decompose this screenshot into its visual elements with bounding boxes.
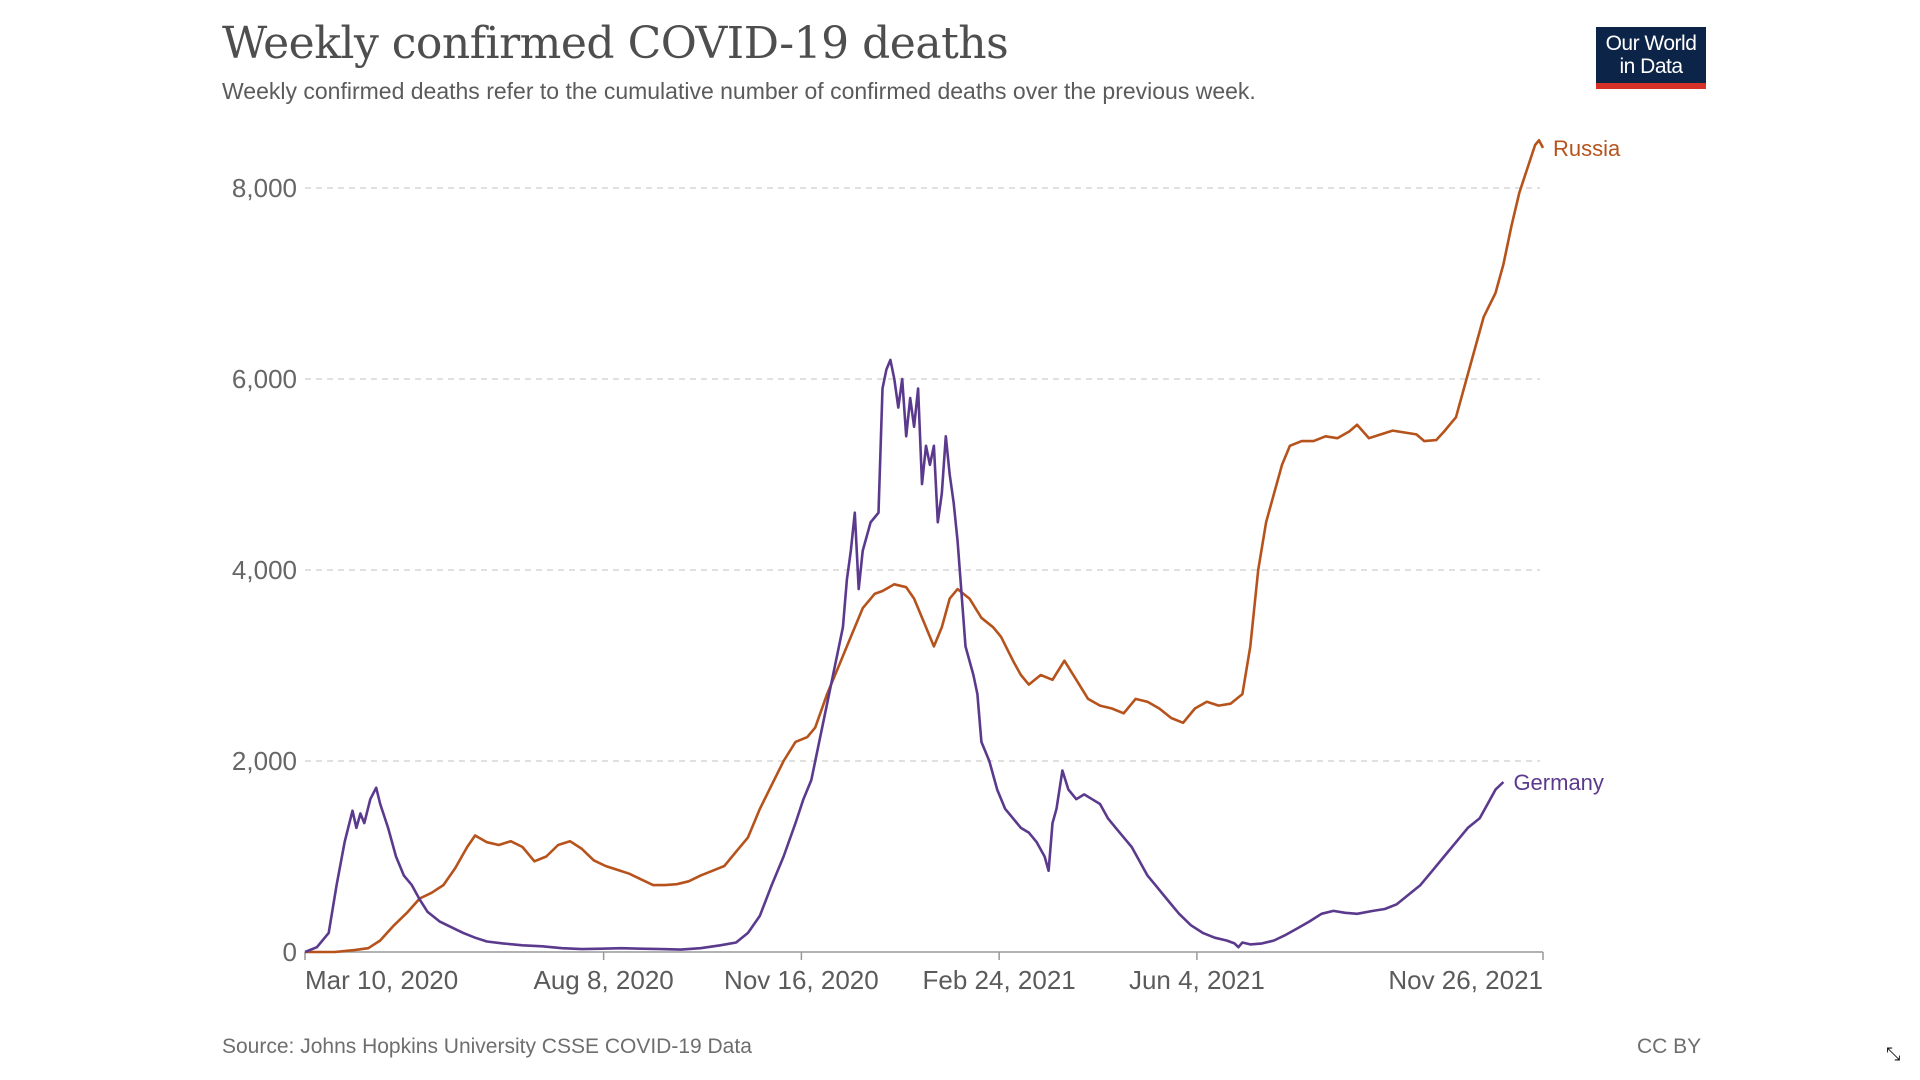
- y-tick-label: 4,000: [232, 555, 297, 585]
- chart-subtitle: Weekly confirmed deaths refer to the cum…: [222, 78, 1256, 104]
- series-lines: [304, 139, 1545, 954]
- series-label-russia: Russia: [1553, 136, 1621, 161]
- x-tick-label: Aug 8, 2020: [534, 965, 674, 995]
- y-tick-label: 0: [283, 937, 297, 967]
- series-labels: Russia Germany: [1513, 136, 1621, 795]
- logo-line-2: in Data: [1619, 55, 1683, 78]
- y-tick-label: 6,000: [232, 364, 297, 394]
- license-link[interactable]: CC BY: [1637, 1035, 1702, 1058]
- x-tick-label: Feb 24, 2021: [923, 965, 1076, 995]
- y-axis: 0 2,000 4,000 6,000 8,000: [232, 173, 297, 967]
- logo-line-1: Our World: [1605, 32, 1697, 55]
- series-line-russia: [305, 139, 1545, 954]
- y-tick-label: 8,000: [232, 173, 297, 203]
- x-tick-label: Jun 4, 2021: [1129, 965, 1265, 995]
- chart-title: Weekly confirmed COVID-19 deaths: [222, 18, 1009, 69]
- x-tick-label: Mar 10, 2020: [305, 965, 458, 995]
- x-tick-label: Nov 26, 2021: [1388, 965, 1543, 995]
- x-axis: Mar 10, 2020 Aug 8, 2020 Nov 16, 2020 Feb 2…: [304, 951, 1544, 995]
- collapse-arrows-icon[interactable]: ⤡: [1886, 1044, 1901, 1064]
- owid-logo[interactable]: Our World in Data: [1596, 27, 1706, 89]
- y-tick-label: 2,000: [232, 746, 297, 776]
- gridlines: [305, 187, 1540, 762]
- logo-accent-bar: [1596, 83, 1706, 89]
- series-label-germany: Germany: [1513, 770, 1603, 795]
- source-note[interactable]: Source: Johns Hopkins University CSSE CO…: [222, 1035, 752, 1058]
- series-line-germany: [304, 358, 1505, 954]
- x-tick-label: Nov 16, 2020: [724, 965, 879, 995]
